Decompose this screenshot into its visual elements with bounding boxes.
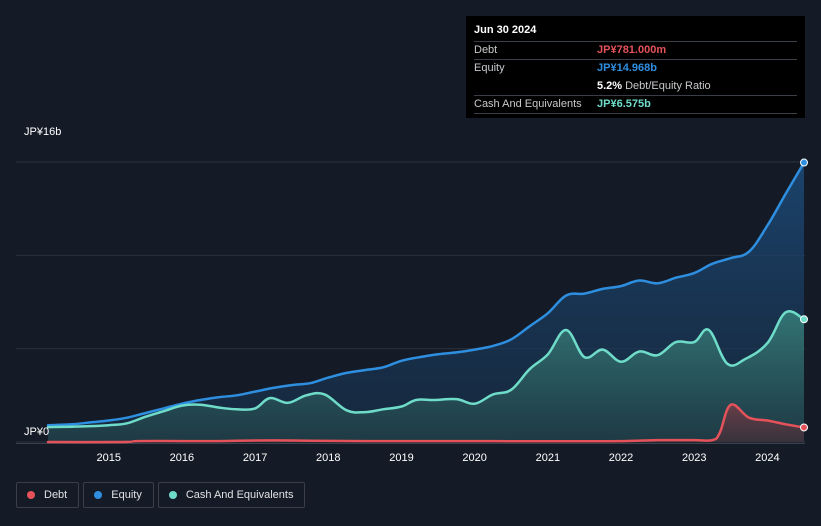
x-tick-2015: 2015 bbox=[97, 452, 121, 464]
x-tick-2021: 2021 bbox=[536, 452, 560, 464]
x-tick-2023: 2023 bbox=[682, 452, 706, 464]
tooltip-date: Jun 30 2024 bbox=[474, 24, 537, 36]
equity-line bbox=[46, 161, 806, 427]
debt-line bbox=[46, 403, 806, 444]
tooltip-equity-value: JP¥14.968b bbox=[597, 62, 657, 74]
tooltip-row-equity: Equity JP¥14.968b bbox=[474, 59, 797, 77]
tooltip-row-cash: Cash And Equivalents JP¥6.575b bbox=[474, 95, 797, 114]
equity-end-marker bbox=[800, 158, 808, 167]
end-markers bbox=[800, 158, 808, 432]
x-tick-2020: 2020 bbox=[462, 452, 486, 464]
x-tick-2016: 2016 bbox=[170, 452, 194, 464]
series-lines bbox=[46, 161, 806, 444]
y-axis-bottom-label: JP¥0 bbox=[24, 426, 49, 438]
debt-dot-icon bbox=[27, 491, 35, 499]
x-tick-2017: 2017 bbox=[243, 452, 267, 464]
cash-end-marker bbox=[800, 315, 808, 324]
tooltip-ratio-label: Debt/Equity Ratio bbox=[625, 80, 711, 92]
x-tick-2018: 2018 bbox=[316, 452, 340, 464]
tooltip-cash-label: Cash And Equivalents bbox=[474, 98, 582, 110]
cash-line bbox=[46, 310, 806, 429]
x-tick-2019: 2019 bbox=[389, 452, 413, 464]
tooltip-ratio-value: 5.2% bbox=[597, 80, 623, 92]
legend-cash-label: Cash And Equivalents bbox=[185, 489, 294, 501]
legend: Debt Equity Cash And Equivalents bbox=[16, 482, 309, 510]
y-axis-top-label: JP¥16b bbox=[24, 126, 61, 138]
tooltip-panel: Jun 30 2024 Debt JP¥781.000m Equity JP¥1… bbox=[466, 16, 805, 118]
legend-equity-label: Equity bbox=[111, 489, 142, 501]
legend-item-cash[interactable]: Cash And Equivalents bbox=[157, 482, 306, 508]
legend-debt-label: Debt bbox=[44, 489, 68, 501]
tooltip-row-ratio: 5.2% Debt/Equity Ratio bbox=[474, 77, 797, 95]
legend-item-debt[interactable]: Debt bbox=[16, 482, 80, 508]
tooltip-equity-label: Equity bbox=[474, 62, 505, 74]
x-tick-2024: 2024 bbox=[755, 452, 779, 464]
debt-end-marker bbox=[800, 423, 808, 432]
x-axis-ticks: 2015 2016 2017 2018 2019 2020 2021 2022 2023 2024 bbox=[97, 452, 780, 464]
cash-dot-icon bbox=[168, 491, 177, 499]
tooltip-row-debt: Debt JP¥781.000m bbox=[474, 41, 797, 59]
tooltip-debt-value: JP¥781.000m bbox=[597, 44, 667, 56]
equity-dot-icon bbox=[94, 491, 103, 499]
tooltip-debt-label: Debt bbox=[474, 44, 498, 56]
x-tick-2022: 2022 bbox=[609, 452, 633, 464]
legend-item-equity[interactable]: Equity bbox=[83, 482, 154, 508]
tooltip-cash-value: JP¥6.575b bbox=[597, 98, 651, 110]
